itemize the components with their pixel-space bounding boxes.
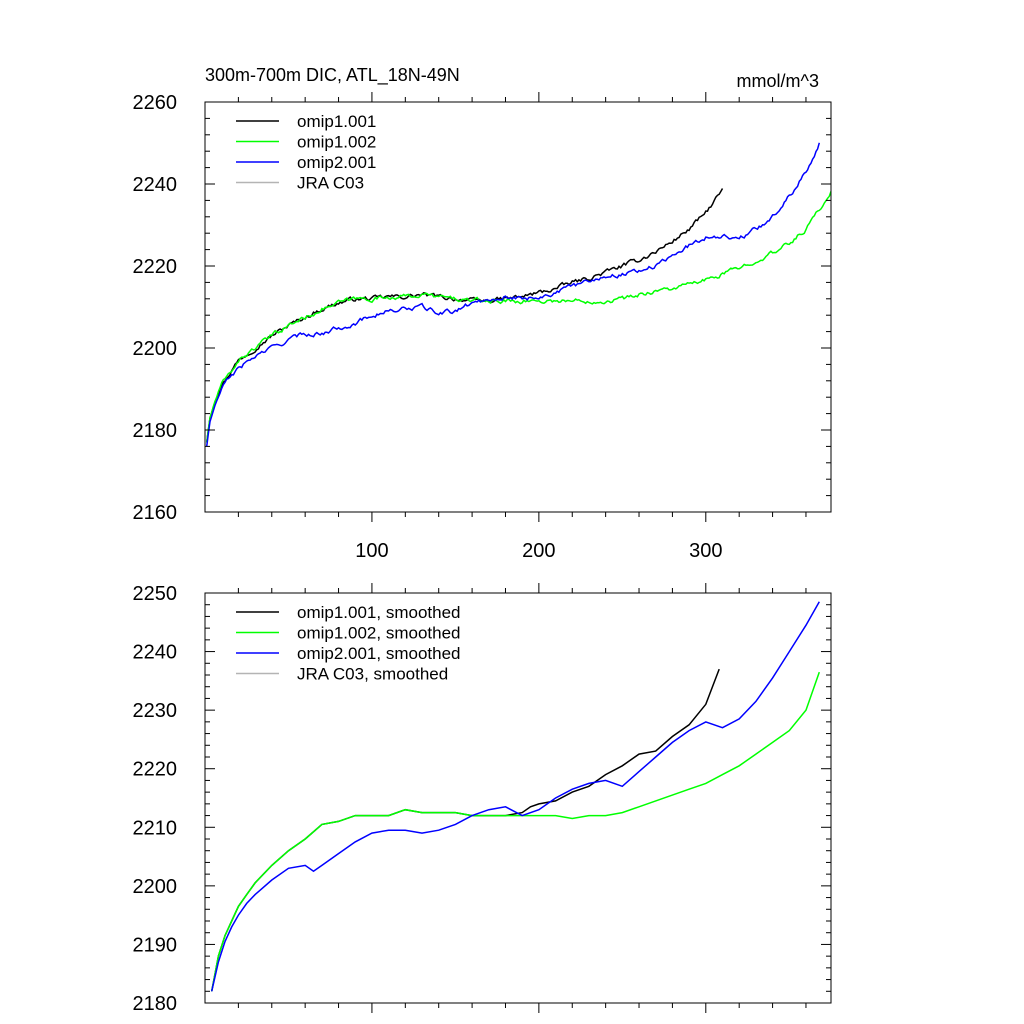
legend-label: omip1.002, smoothed [297,624,461,643]
y-tick-label: 2200 [133,876,178,898]
y-tick-label: 2240 [133,642,178,664]
chart-title: 300m-700m DIC, ATL_18N-49N [205,65,460,86]
series-line-omip1-001 [205,188,724,443]
y-tick-label: 2190 [133,934,178,956]
legend-label: JRA C03 [297,174,364,193]
y-tick-label: 2250 [133,583,178,605]
legend-label: omip2.001, smoothed [297,644,461,663]
y-tick-label: 2230 [133,700,178,722]
y-tick-label: 2210 [133,817,178,839]
legend-label: omip2.001 [297,153,376,172]
y-tick-label: 2180 [133,993,178,1015]
series-line-omip1-001-smoothed [210,668,720,992]
x-tick-label: 300 [689,540,722,562]
y-tick-label: 2220 [133,759,178,781]
y-tick-label: 2240 [133,174,178,196]
legend-label: JRA C03, smoothed [297,665,448,684]
y-tick-label: 2160 [133,502,178,524]
y-tick-label: 2260 [133,92,178,114]
series-line-omip2-001 [205,142,821,447]
units-label: mmol/m^3 [737,71,819,91]
bottom-panel: 2180 2190 2200 2210 2220 2230 2240 2250 omip1.00… [133,583,832,1015]
legend-label: omip1.002 [297,133,376,152]
y-tick-label: 2200 [133,338,178,360]
top-panel: 2160 2180 2200 2220 2240 2260 100 200 300 300m-70… [133,65,832,562]
series-line-omip2-001-smoothed [210,601,820,992]
plot-frame [204,592,832,1004]
series-line-omip1-002-smoothed [210,671,821,992]
series-line-omip1-002 [205,191,831,443]
plot-frame [204,101,832,513]
x-tick-label: 200 [522,540,555,562]
legend-label: omip1.001 [297,112,376,131]
legend-label: omip1.001, smoothed [297,603,461,622]
y-tick-label: 2220 [133,256,178,278]
x-tick-label: 100 [355,540,388,562]
y-tick-label: 2180 [133,420,178,442]
